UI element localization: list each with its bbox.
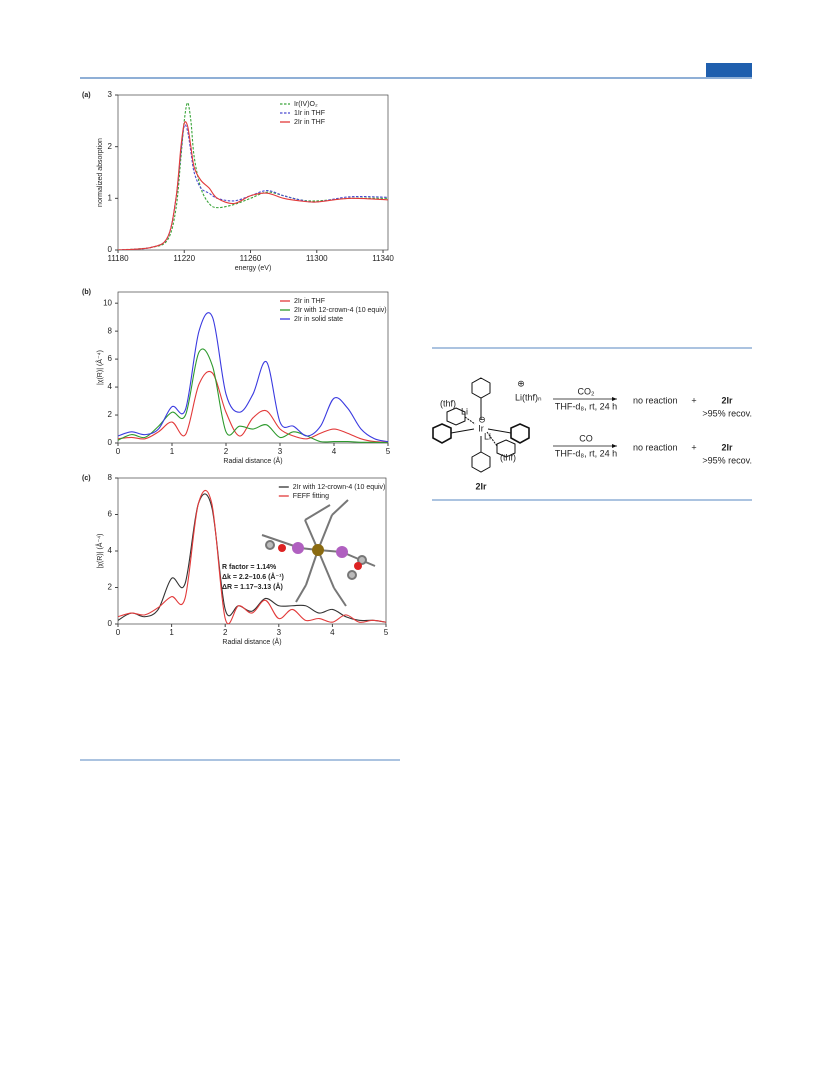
legend-label: 2Ir with 12-crown-4 (10 equiv) [293, 484, 386, 491]
y-tick-label: 2 [108, 142, 113, 151]
x-tick-label: 2 [223, 628, 228, 637]
x-tick-label: 11180 [107, 254, 129, 263]
legend-label: 2Ir in THF [294, 119, 325, 126]
li-bottom: Li [484, 431, 491, 441]
series-line [118, 312, 388, 443]
x-axis-label: Radial distance (Å) [223, 456, 282, 465]
counterion-charge: ⊕ [517, 378, 525, 388]
thf-bottom: (thf) [500, 452, 516, 462]
series-line [118, 493, 386, 623]
panel-label: (c) [82, 475, 91, 482]
arrow-head [612, 397, 617, 401]
legend-label: 1Ir in THF [294, 110, 325, 117]
reagent: CO₂ [578, 386, 596, 396]
x-tick-label: 5 [386, 447, 391, 456]
legend-label: FEFF fitting [293, 493, 329, 500]
annotation: Δk = 2.2–10.6 (Å⁻¹) [222, 572, 284, 581]
panel-label: (b) [82, 289, 91, 296]
chart: 11180 11220 11260 11300 11340 0 1 2 3 energy (eV)… [82, 90, 394, 272]
ir-center: Ir [478, 423, 484, 433]
conditions: THF-d₈, rt, 24 h [555, 448, 617, 458]
x-tick-label: 1 [170, 447, 175, 456]
y-tick-label: 4 [108, 546, 113, 555]
x-tick-label: 5 [384, 628, 389, 637]
panel-label: (a) [82, 92, 91, 99]
y-tick-label: 0 [108, 245, 113, 254]
series-line [118, 489, 386, 624]
counterion: Li(thf)ₙ [515, 392, 542, 402]
annotation: R factor = 1.14% [222, 564, 277, 571]
charge-minus: ⊖ [478, 414, 486, 424]
y-tick-label: 0 [108, 438, 113, 447]
conditions: THF-d₈, rt, 24 h [555, 401, 617, 411]
legend-label: 2Ir in solid state [294, 316, 343, 323]
x-tick-label: 4 [332, 447, 337, 456]
x-axis-label: energy (eV) [235, 265, 272, 272]
plus: + [691, 442, 696, 452]
y-tick-label: 3 [108, 90, 113, 99]
chart: 0 1 2 3 4 5 0 2 4 6 8 Radial distance (Å) |χ(R)| (Å⁻… [82, 473, 389, 646]
x-tick-label: 11340 [372, 254, 394, 263]
series-line [118, 102, 388, 250]
complex-label: 2Ir [475, 481, 487, 491]
product: 2Ir [721, 395, 733, 405]
y-tick-label: 8 [108, 326, 113, 335]
x-tick-label: 11300 [306, 254, 328, 263]
complex-structure [432, 377, 530, 473]
x-tick-label: 2 [224, 447, 229, 456]
y-tick-label: 0 [108, 619, 113, 628]
series-line [118, 370, 388, 443]
x-tick-label: 11220 [173, 254, 195, 263]
result: no reaction [633, 442, 678, 452]
annotation: ΔR = 1.17–3.13 (Å) [222, 582, 283, 591]
result: no reaction [633, 395, 678, 405]
x-tick-label: 0 [116, 447, 121, 456]
plus: + [691, 395, 696, 405]
recovery: >95% recov. [702, 408, 752, 418]
x-axis-label: Radial distance (Å) [222, 637, 281, 646]
thf-top: (thf) [440, 398, 456, 408]
y-tick-label: 6 [108, 510, 113, 519]
y-tick-label: 6 [108, 354, 113, 363]
y-axis-label: |χ(R)| (Å⁻⁴) [95, 350, 104, 385]
series-line [118, 121, 388, 250]
product: 2Ir [721, 442, 733, 452]
recovery: >95% recov. [702, 455, 752, 465]
reagent: CO [579, 433, 593, 443]
x-tick-label: 3 [278, 447, 283, 456]
y-tick-label: 4 [108, 382, 113, 391]
header-tab [706, 63, 752, 77]
plot-frame [117, 94, 389, 251]
y-tick-label: 2 [108, 583, 113, 592]
x-tick-label: 0 [116, 628, 121, 637]
x-tick-label: 4 [330, 628, 335, 637]
y-axis-label: normalized absorption [97, 138, 104, 207]
legend-label: 2Ir with 12-crown-4 (10 equiv) [294, 307, 387, 314]
molecule-image [261, 499, 376, 607]
legend-label: 2Ir in THF [294, 298, 325, 305]
series-line [118, 124, 388, 250]
y-tick-label: 1 [108, 193, 113, 202]
y-tick-label: 2 [108, 410, 113, 419]
y-tick-label: 10 [103, 298, 112, 307]
x-tick-label: 1 [169, 628, 174, 637]
li-top: Li [461, 406, 468, 416]
reactions: CO₂ THF-d₈, rt, 24 h no reaction +2Ir >95% r… [553, 386, 752, 465]
chart: 0 1 2 3 4 5 0 2 4 6 8 10 Radial distance (Å) |χ(R)| (… [82, 289, 391, 465]
x-tick-label: 11260 [240, 254, 262, 263]
y-tick-label: 8 [108, 473, 113, 482]
x-tick-label: 3 [277, 628, 282, 637]
legend-label: Ir(IV)O₂ [294, 101, 318, 108]
arrow-head [612, 444, 617, 448]
y-axis-label: |χ(R)| (Å⁻⁴) [95, 533, 104, 568]
plot-frame [117, 291, 389, 444]
